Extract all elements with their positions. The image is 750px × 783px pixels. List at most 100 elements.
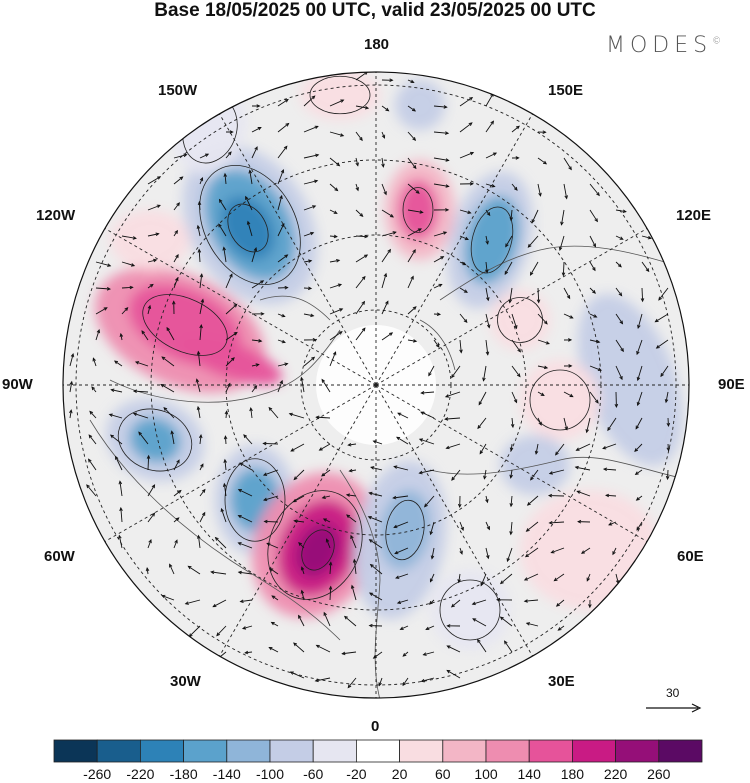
wind-arrow xyxy=(355,105,369,109)
wind-arrow-head xyxy=(283,145,288,150)
wind-arrow xyxy=(381,209,394,218)
wind-arrow xyxy=(537,183,541,196)
wind-arrow-head xyxy=(569,393,574,398)
anomaly-blob xyxy=(300,72,380,120)
wind-arrow-head xyxy=(420,391,425,395)
wind-arrow xyxy=(197,406,201,419)
wind-arrow xyxy=(407,105,416,112)
wind-arrow-head xyxy=(237,542,242,546)
streamline-contour xyxy=(267,490,363,600)
wind-arrow-head xyxy=(337,283,343,287)
wind-arrow-head xyxy=(634,448,639,453)
wind-arrow xyxy=(430,573,435,582)
wind-arrow xyxy=(355,301,365,315)
wind-arrow xyxy=(173,176,183,185)
wind-arrow-head xyxy=(645,268,650,273)
wind-arrow-head xyxy=(153,258,158,263)
wind-arrow xyxy=(458,573,461,583)
wind-arrow-head xyxy=(397,412,402,416)
wind-arrow-head xyxy=(118,480,123,485)
wind-arrow-head xyxy=(478,401,483,406)
wind-arrow-head xyxy=(201,511,206,516)
lon-label-0: 0 xyxy=(371,718,380,735)
wind-arrow-head xyxy=(328,561,333,566)
coastline xyxy=(89,419,341,641)
wind-arrow xyxy=(271,595,279,601)
wind-arrow-head xyxy=(526,501,531,506)
wind-arrow-head xyxy=(640,298,645,303)
wind-arrow-head xyxy=(430,555,435,560)
wind-arrow-head xyxy=(223,458,227,463)
wind-arrow xyxy=(242,625,253,630)
wind-arrow-head xyxy=(288,412,293,417)
wind-arrow xyxy=(370,564,383,575)
wind-arrow-head xyxy=(472,618,477,622)
wind-arrow-head xyxy=(605,493,610,498)
wind-arrow-head xyxy=(176,202,180,207)
wind-arrow xyxy=(535,443,539,455)
wind-arrow-head xyxy=(345,493,351,497)
wind-arrow xyxy=(69,410,72,419)
wind-arrow xyxy=(218,223,227,237)
wind-arrow-head xyxy=(444,417,449,421)
wind-arrow xyxy=(479,443,487,454)
wind-arrow xyxy=(163,407,175,419)
wind-arrow-head xyxy=(336,162,341,167)
wind-arrow-head xyxy=(636,526,640,531)
wind-arrow-head xyxy=(108,413,113,417)
wind-arrow xyxy=(351,585,357,601)
wind-arrow-head xyxy=(418,438,424,442)
wind-arrow-head xyxy=(457,503,462,509)
wind-arrow xyxy=(397,599,409,604)
wind-arrow-head xyxy=(237,489,242,493)
wind-arrow-head xyxy=(369,563,374,568)
wind-arrow xyxy=(483,469,487,479)
meridian-line xyxy=(219,113,377,386)
wind-arrow-head xyxy=(411,107,417,112)
wind-arrow-head xyxy=(315,644,320,649)
wind-arrow xyxy=(589,235,596,247)
wind-arrow xyxy=(348,443,357,446)
wind-arrow xyxy=(369,592,383,601)
wind-arrow-head xyxy=(260,312,265,316)
wind-arrow xyxy=(138,431,149,445)
wind-arrow-head xyxy=(69,380,74,386)
colorbar-tick-label: -60 xyxy=(303,766,323,782)
wind-arrow-head xyxy=(525,622,530,626)
wind-arrow-head xyxy=(555,603,560,607)
wind-arrow xyxy=(245,196,253,211)
wind-arrow xyxy=(212,599,227,608)
wind-arrow-head xyxy=(292,498,297,503)
wind-arrow xyxy=(511,125,520,133)
wind-arrow xyxy=(407,249,416,263)
wind-arrow-head xyxy=(574,465,579,470)
wind-arrow-head xyxy=(355,162,359,167)
wind-arrow xyxy=(641,287,644,302)
wind-arrow-head xyxy=(381,134,386,139)
wind-arrow xyxy=(269,647,279,653)
wind-arrow-head xyxy=(256,104,261,108)
wind-arrow-head xyxy=(279,194,283,200)
wind-arrow xyxy=(323,518,331,523)
wind-arrow-head xyxy=(361,300,366,305)
wind-arrow-head xyxy=(666,422,671,428)
wind-arrow xyxy=(589,261,596,271)
wind-arrow-head xyxy=(248,169,252,174)
wind-arrow-head xyxy=(229,130,234,134)
wind-arrow xyxy=(430,521,435,535)
wind-arrow xyxy=(603,468,617,471)
wind-arrow xyxy=(326,539,331,549)
wind-arrow xyxy=(240,599,253,603)
wind-arrow-head xyxy=(413,339,418,343)
wind-arrow xyxy=(394,466,409,471)
wind-arrow xyxy=(141,330,149,341)
wind-arrow xyxy=(575,466,591,471)
wind-arrow xyxy=(576,443,591,451)
wind-arrow-head xyxy=(343,615,348,620)
wind-arrow xyxy=(589,287,596,294)
wind-arrow xyxy=(198,249,201,263)
wind-arrow-head xyxy=(151,512,156,517)
wind-arrow xyxy=(69,353,74,367)
wind-arrow-head xyxy=(367,516,372,520)
reference-vector-label: 30 xyxy=(666,686,680,700)
